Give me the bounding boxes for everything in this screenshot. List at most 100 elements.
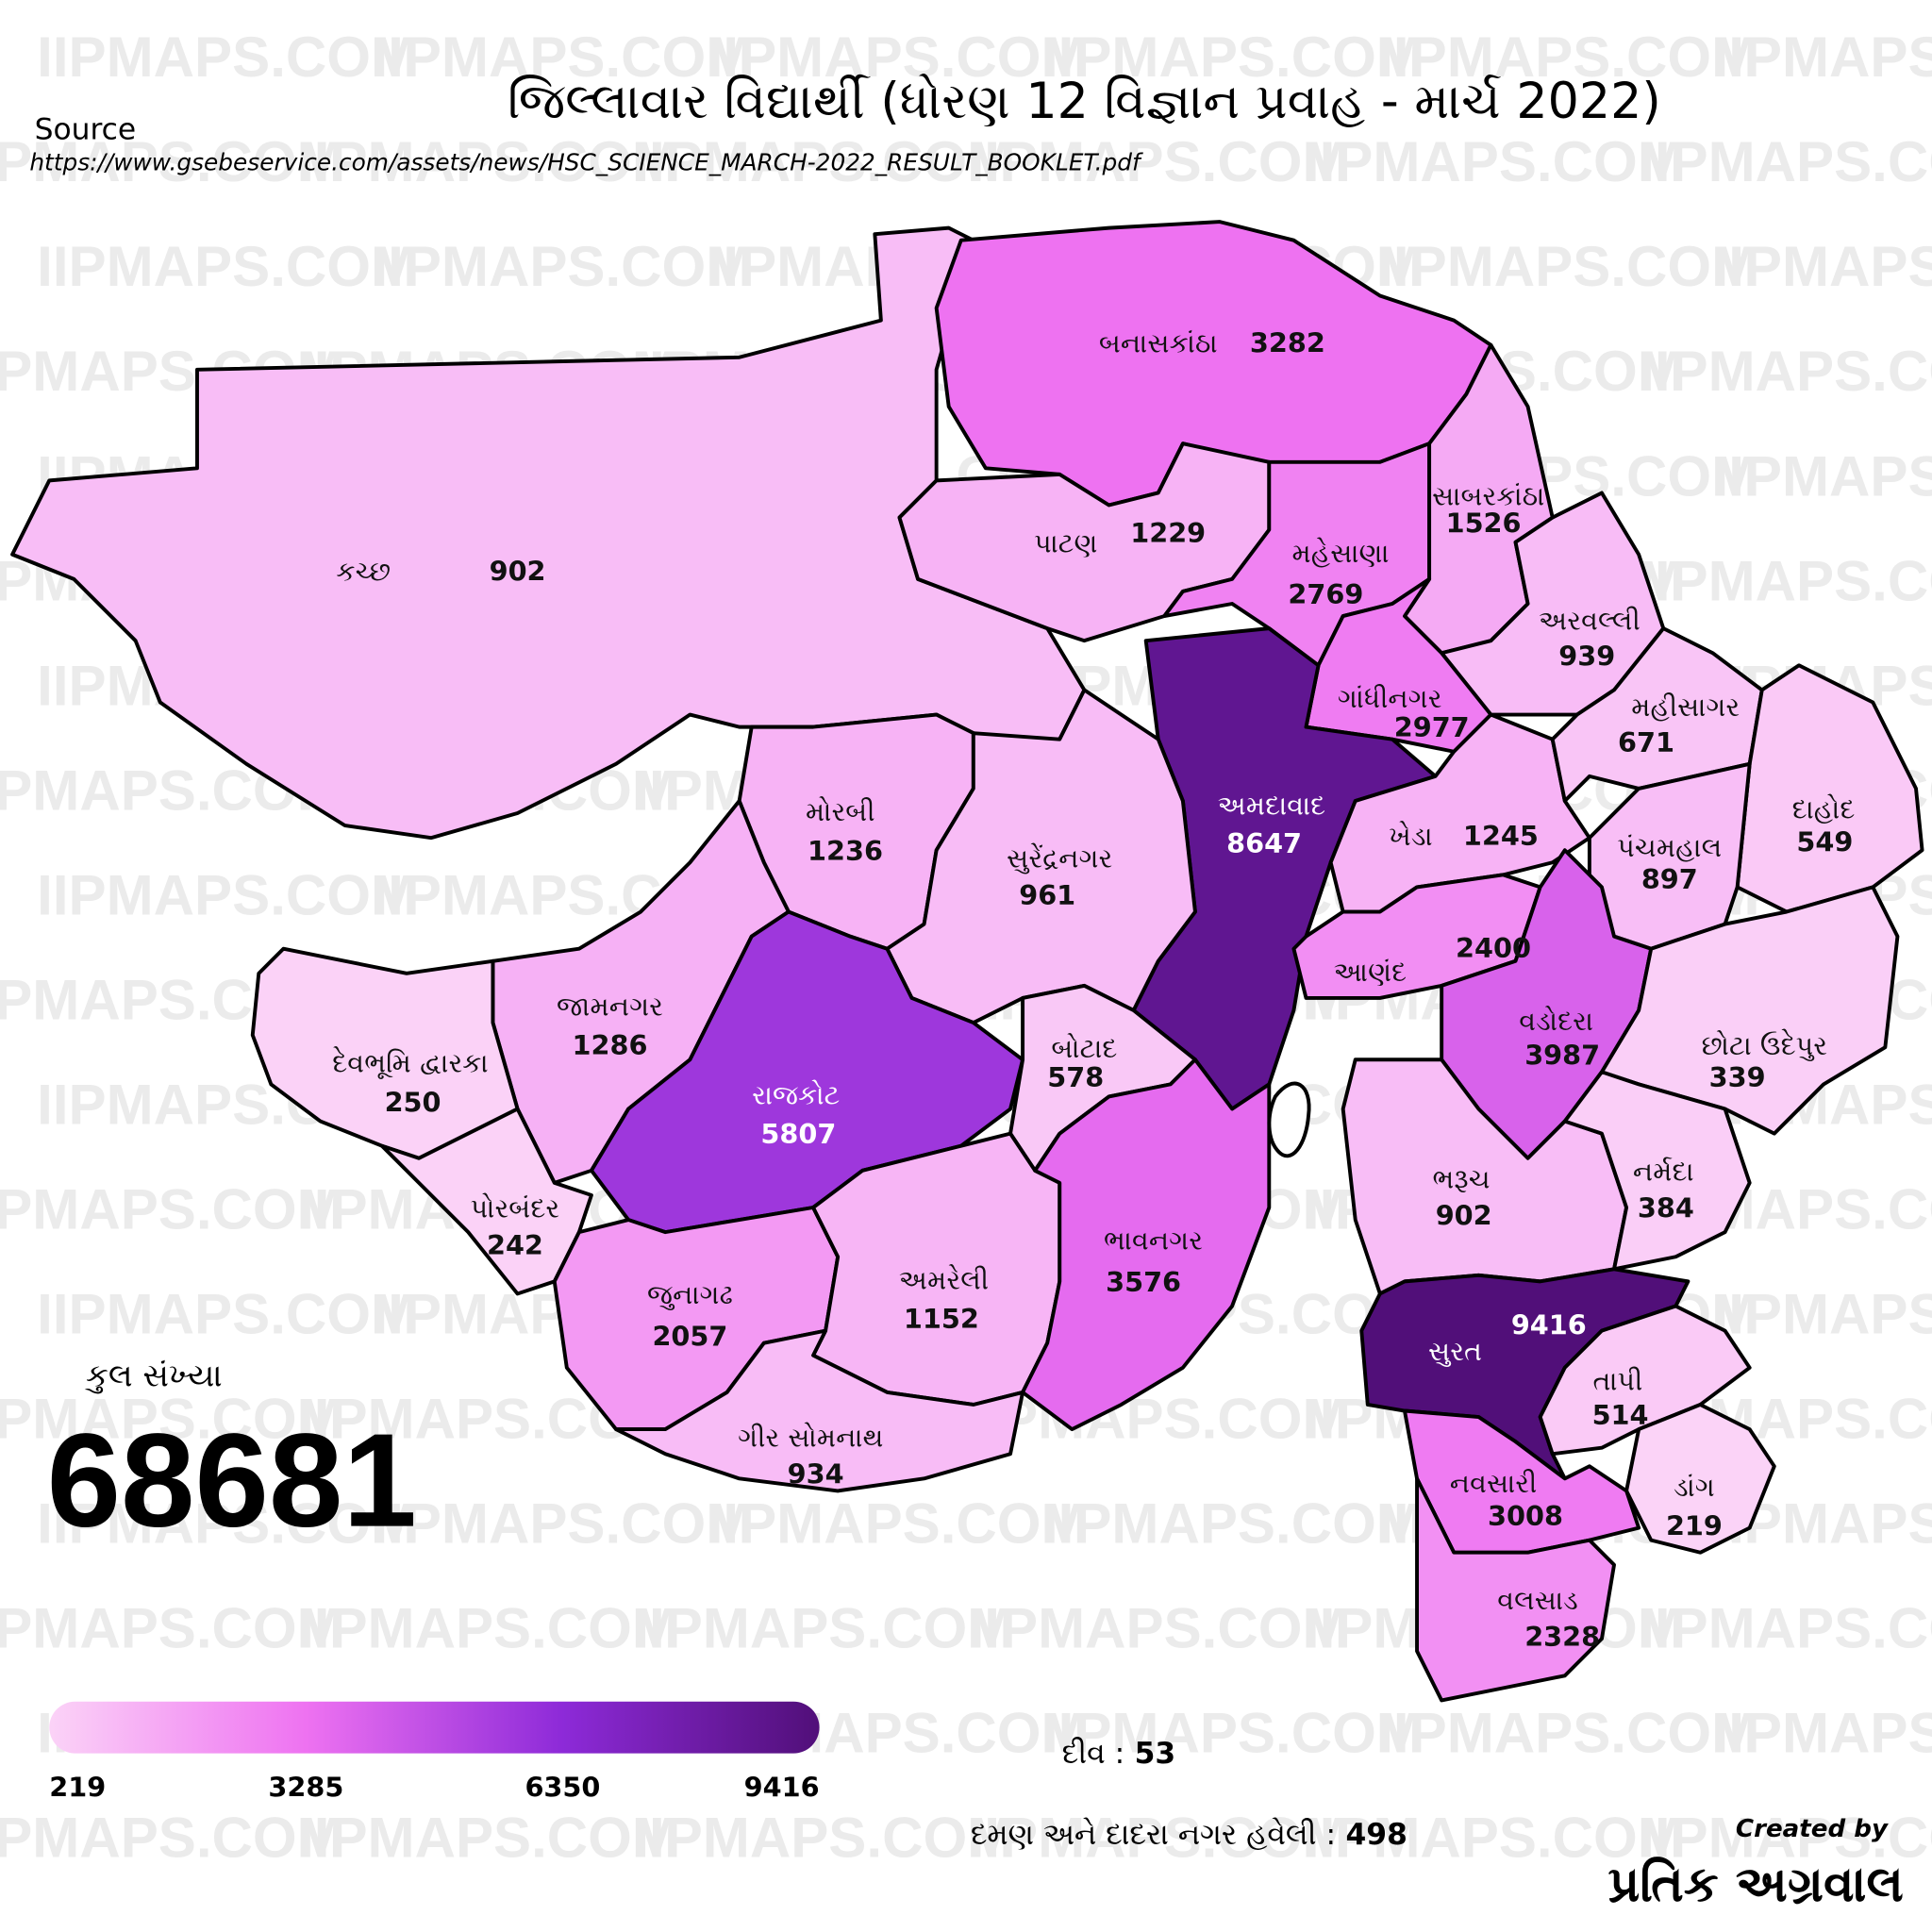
district-name: છોટા ઉદેપુર [1702,1029,1828,1062]
district-value: 242 [487,1229,543,1261]
district-name: જામનગર [557,990,663,1022]
district-value: 549 [1796,826,1853,858]
watermark: IIPMAPS.COM [633,130,1014,193]
watermark: IIPMAPS.COM [1713,1282,1932,1345]
district [614,1328,1025,1493]
watermark: IIPMAPS.COM [298,130,679,193]
watermark: IIPMAPS.COM [1377,1702,1758,1765]
note: દમણ અને દાદરા નગર હવેલી : 498 [971,1818,1407,1852]
total-value: 68681 [47,1406,417,1555]
district-value: 902 [1436,1199,1492,1231]
watermark: IIPMAPS.COM [1377,25,1758,89]
watermark: IIPMAPS.COM [633,1596,1014,1659]
district-name: મોરબી [806,795,875,827]
district-name: પંચમહાલ [1617,831,1722,863]
note: દીવ : 53 [1062,1737,1176,1771]
district-name: મહેસાણા [1292,537,1390,569]
legend-tick-label: 219 [49,1771,106,1803]
district-name: બોટાદ [1051,1032,1117,1064]
district-value: 2400 [1456,932,1531,964]
watermark: IIPMAPS.COM [298,1807,679,1870]
watermark: IIPMAPS.COM [1639,1807,1932,1870]
watermark: IIPMAPS.COM [372,235,753,298]
district-name: સુરેંદ્રનગર [1007,842,1112,874]
district-value: 1286 [573,1029,648,1061]
label-layer: કચ્છ 902 બનાસકાંઠા 3282 પાટણ 1229 મહેસાણા 2769 સ… [332,327,1855,1653]
district-value: 902 [490,555,546,587]
note-value: 498 [1345,1818,1407,1852]
watermark: IIPMAPS.COM [708,1491,1089,1555]
district-value: 339 [1709,1061,1766,1093]
note-label: દીવ : [1062,1737,1125,1771]
district-name: સુરત [1428,1335,1482,1367]
district-name: ભાવનગર [1104,1224,1203,1257]
district [1415,1476,1616,1703]
watermark: IIPMAPS.COM [1639,549,1932,612]
watermark: IIPMAPS.COM [0,1596,344,1659]
watermark: IIPMAPS.COM [633,1807,1014,1870]
credit-label: Created by [1736,1815,1889,1843]
district-name: કચ્છ [336,555,391,587]
district-value: 2977 [1394,711,1470,743]
district-name: ભરૂચ [1432,1162,1490,1194]
watermark: IIPMAPS.COM [969,130,1350,193]
district-name: ખેડા [1389,820,1432,852]
district-name: તાપી [1592,1364,1642,1396]
source-url: https://www.gsebeservice.com/assets/news… [29,149,1143,176]
district-name: અમદાવાદ [1218,790,1326,822]
watermark: IIPMAPS.COM [1639,1596,1932,1659]
watermark: IIPMAPS.COM [37,863,418,926]
district-value: 3576 [1106,1266,1181,1298]
island [1267,1081,1311,1158]
watermark: IIPMAPS.COM [1713,25,1932,89]
title: જિલ્લાવાર વિદ્યાર્થી (ધોરણ 12 વિજ્ઞાન પ્… [508,74,1661,130]
legend-tick-label: 3285 [268,1771,343,1803]
district-name: દાહોદ [1792,792,1856,824]
watermark: IIPMAPS.COM [0,1387,344,1450]
district-layer [10,220,1924,1703]
district-name: દેવભૂમિ દ્વારકા [332,1046,488,1078]
district-name: મહીસાગર [1631,691,1740,723]
watermark: IIPMAPS.COM [37,235,418,298]
district-value: 250 [385,1086,441,1118]
district [1021,1058,1272,1432]
watermark: IIPMAPS.COM [1377,235,1758,298]
district-value: 1229 [1130,517,1206,549]
district-name: વલસાડ [1497,1584,1578,1616]
district-value: 8647 [1226,827,1302,859]
watermark: IIPMAPS.COM [1042,1702,1424,1765]
watermark: IIPMAPS.COM [37,25,418,89]
district-name: જુનાગઢ [647,1278,733,1310]
district-value: 3008 [1488,1500,1563,1532]
watermark: IIPMAPS.COM [0,1807,344,1870]
watermark: IIPMAPS.COM [1713,444,1932,508]
district-name: પોરબંદર [471,1192,560,1224]
source-label: Source [35,112,137,146]
legend-tick-label: 6350 [525,1771,600,1803]
watermark: IIPMAPS.COM [1304,1807,1685,1870]
watermark: IIPMAPS.COM [1639,340,1932,403]
credit-name: પ્રતિક અગ્રવાલ [1607,1857,1903,1913]
district-name: વડોદરા [1519,1005,1593,1037]
watermark: IIPMAPS.COM [37,1491,418,1555]
district-name: રાજકોટ [752,1078,841,1110]
district-name: અમરેલી [899,1263,989,1295]
district-name: પાટણ [1034,526,1097,558]
legend-bar [49,1701,820,1754]
district-value: 1236 [808,835,883,867]
note-label: દમણ અને દાદરા નગર હવેલી : [971,1818,1336,1852]
district-name: અરવલ્લી [1539,605,1641,637]
district [379,1107,593,1296]
watermark: IIPMAPS.COM [969,1596,1350,1659]
district-name: બનાસકાંઠા [1099,327,1218,359]
district-value: 1245 [1463,820,1539,852]
district-value: 219 [1666,1510,1723,1542]
district-value: 3282 [1250,327,1325,359]
district-name: સાબરકાંઠા [1432,480,1544,512]
watermark: IIPMAPS.COM [0,1177,344,1241]
district-value: 1526 [1446,507,1522,539]
watermark: IIPMAPS.COM [1042,25,1424,89]
district-value: 2328 [1524,1621,1600,1653]
